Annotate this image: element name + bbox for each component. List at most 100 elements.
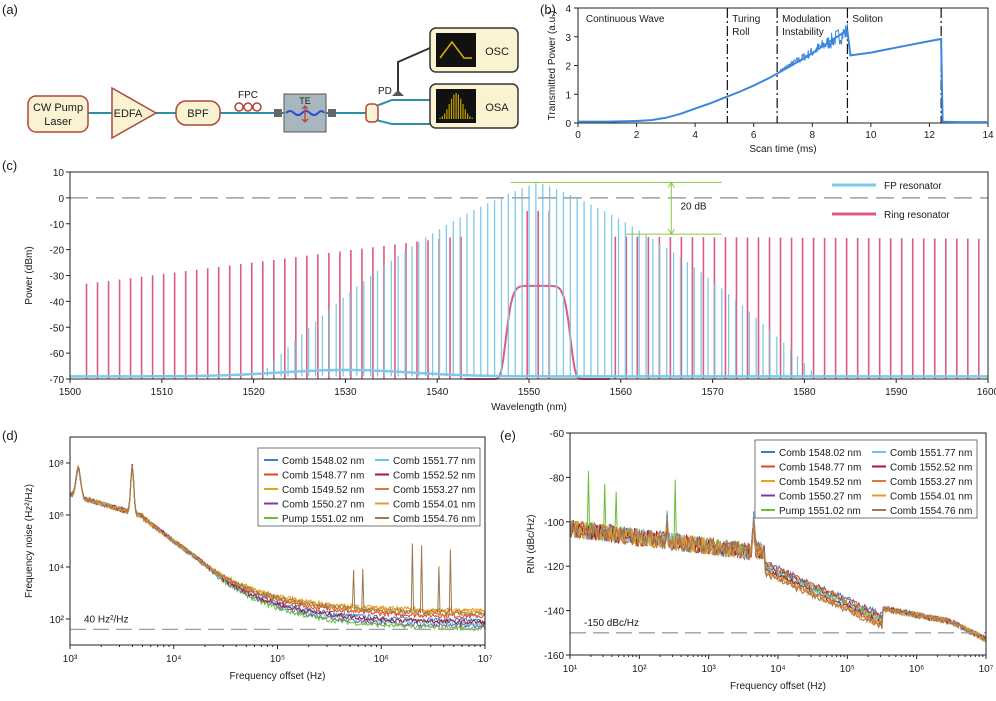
c-x-tick-label: 1570 xyxy=(701,387,724,398)
c-x-tick-label: 1560 xyxy=(610,387,633,398)
e-legend-box xyxy=(754,439,978,519)
polarization-arrow-icon xyxy=(301,105,309,123)
panel-d-label: (d) xyxy=(2,428,18,443)
c-x-tick-label: 1500 xyxy=(59,387,82,398)
d-legend-label: Comb 1552.52 nm xyxy=(393,471,475,482)
d-reference-label: 40 Hz²/Hz xyxy=(84,614,128,625)
d-legend-label: Comb 1548.02 nm xyxy=(282,456,364,467)
pd-label: PD xyxy=(378,86,392,97)
b-y-tick-label: 2 xyxy=(565,62,571,73)
fpc-loops-icon xyxy=(234,102,262,112)
panel-a-label: (a) xyxy=(2,2,18,17)
d-noise-curve-10 xyxy=(69,465,486,616)
osc-screen xyxy=(436,33,476,67)
c-y-tick-label: -60 xyxy=(50,349,65,360)
e-x-tick-label: 10⁵ xyxy=(840,664,855,675)
c-x-tick-label: 1540 xyxy=(426,387,449,398)
laser-label-1: CW Pump xyxy=(33,102,83,114)
d-noise-curve-6 xyxy=(69,466,486,628)
c-y-tick-label: -70 xyxy=(50,375,65,386)
edfa-label: EDFA xyxy=(114,108,143,120)
panel-c-label: (c) xyxy=(2,158,17,173)
osa-label: OSA xyxy=(485,102,509,114)
connector-icon xyxy=(328,109,336,117)
d-legend-label: Comb 1554.76 nm xyxy=(393,514,475,525)
laser-label-2: Laser xyxy=(44,116,72,128)
e-legend-label: Comb 1554.01 nm xyxy=(890,492,972,503)
e-y-tick-label: -60 xyxy=(550,429,565,440)
b-plot-frame xyxy=(577,7,989,124)
c-x-tick-label: 1550 xyxy=(518,387,541,398)
d-legend-label: Comb 1548.77 nm xyxy=(282,471,364,482)
b-x-tick-label: 14 xyxy=(982,130,994,141)
b-region-label: Turing xyxy=(732,14,760,25)
b-y-tick-label: 1 xyxy=(565,90,571,101)
e-legend-label: Comb 1554.76 nm xyxy=(890,506,972,517)
e-legend-label: Pump 1551.02 nm xyxy=(779,506,861,517)
edfa-amplifier xyxy=(111,86,158,140)
photodiode-icon xyxy=(392,90,404,96)
d-legend-box xyxy=(257,447,481,527)
osc-trace-icon xyxy=(439,40,472,59)
panel-a: (a) CW Pump Laser EDFA BPF FPC TE xyxy=(2,2,519,140)
e-y-tick-label: -100 xyxy=(544,518,564,529)
d-y-tick-label: 10⁶ xyxy=(49,511,64,522)
d-y-tick-label: 10² xyxy=(50,615,65,626)
b-region-label: Modulation xyxy=(782,14,831,25)
e-y-axis-label: RIN (dBc/Hz) xyxy=(526,515,537,574)
e-x-tick-label: 10² xyxy=(632,664,647,675)
e-legend-label: Comb 1548.02 nm xyxy=(779,448,861,459)
panel-e-label: (e) xyxy=(500,428,516,443)
c-y-tick-label: 0 xyxy=(58,194,64,205)
e-legend-label: Comb 1553.27 nm xyxy=(890,477,972,488)
e-reference-label: -150 dBc/Hz xyxy=(584,618,639,629)
c-legend-ring-label: Ring resonator xyxy=(884,210,950,221)
osc-label: OSC xyxy=(485,46,509,58)
d-legend-label: Pump 1551.02 nm xyxy=(282,514,364,525)
e-y-tick-label: -160 xyxy=(544,651,564,662)
fiber-line xyxy=(375,119,430,125)
c-y-axis-label: Power (dBm) xyxy=(24,246,35,304)
b-transmission-trace xyxy=(578,29,988,124)
c-x-tick-label: 1510 xyxy=(151,387,174,398)
e-legend-label: Comb 1551.77 nm xyxy=(890,448,972,459)
d-legend-label: Comb 1550.27 nm xyxy=(282,500,364,511)
panel-c-chart: 20 dB FP resonator Ring resonator 1500 1510 1… xyxy=(24,168,996,413)
c-fp-floor-trace xyxy=(70,368,988,378)
e-x-tick-label: 10⁴ xyxy=(770,664,785,675)
c-x-axis-label: Wavelength (nm) xyxy=(491,402,567,413)
b-x-axis-label: Scan time (ms) xyxy=(749,144,816,155)
e-y-tick-label: -80 xyxy=(550,473,565,484)
c-annotation-arrowheads xyxy=(667,181,675,236)
te-label: TE xyxy=(299,96,311,106)
d-x-tick-label: 10⁶ xyxy=(374,654,389,665)
d-legend-label: Comb 1549.52 nm xyxy=(282,485,364,496)
b-y-tick-label: 4 xyxy=(565,4,571,15)
e-legend-label: Comb 1549.52 nm xyxy=(779,477,861,488)
d-x-tick-label: 10⁷ xyxy=(478,654,493,665)
e-y-tick-label: -140 xyxy=(544,607,564,618)
e-x-tick-label: 10³ xyxy=(701,664,716,675)
d-legend-label: Comb 1554.01 nm xyxy=(393,500,475,511)
b-region-label: Continuous Wave xyxy=(586,14,665,25)
b-mi-noise-trace xyxy=(779,23,848,73)
d-legend-label: Comb 1553.27 nm xyxy=(393,485,475,496)
b-y-tick-label: 0 xyxy=(565,119,571,130)
b-x-tick-label: 8 xyxy=(810,130,816,141)
c-y-tick-label: -50 xyxy=(50,323,65,334)
e-noise-curve-7 xyxy=(569,516,987,641)
c-y-tick-label: -40 xyxy=(50,297,65,308)
panel-e-chart: -150 dBc/Hz Comb 1548.02 nm Comb 1548.77 n… xyxy=(526,429,994,692)
coupler-icon xyxy=(365,103,379,123)
d-x-tick-label: 10³ xyxy=(63,654,78,665)
c-annotation-label: 20 dB xyxy=(680,202,706,213)
b-x-tick-label: 10 xyxy=(865,130,877,141)
e-x-tick-label: 10⁷ xyxy=(979,664,994,675)
d-x-tick-label: 10⁴ xyxy=(166,654,181,665)
connector-icon xyxy=(274,109,282,117)
b-x-tick-label: 4 xyxy=(692,130,698,141)
e-noise-curve-10 xyxy=(569,515,987,643)
d-y-tick-label: 10⁸ xyxy=(49,459,64,470)
